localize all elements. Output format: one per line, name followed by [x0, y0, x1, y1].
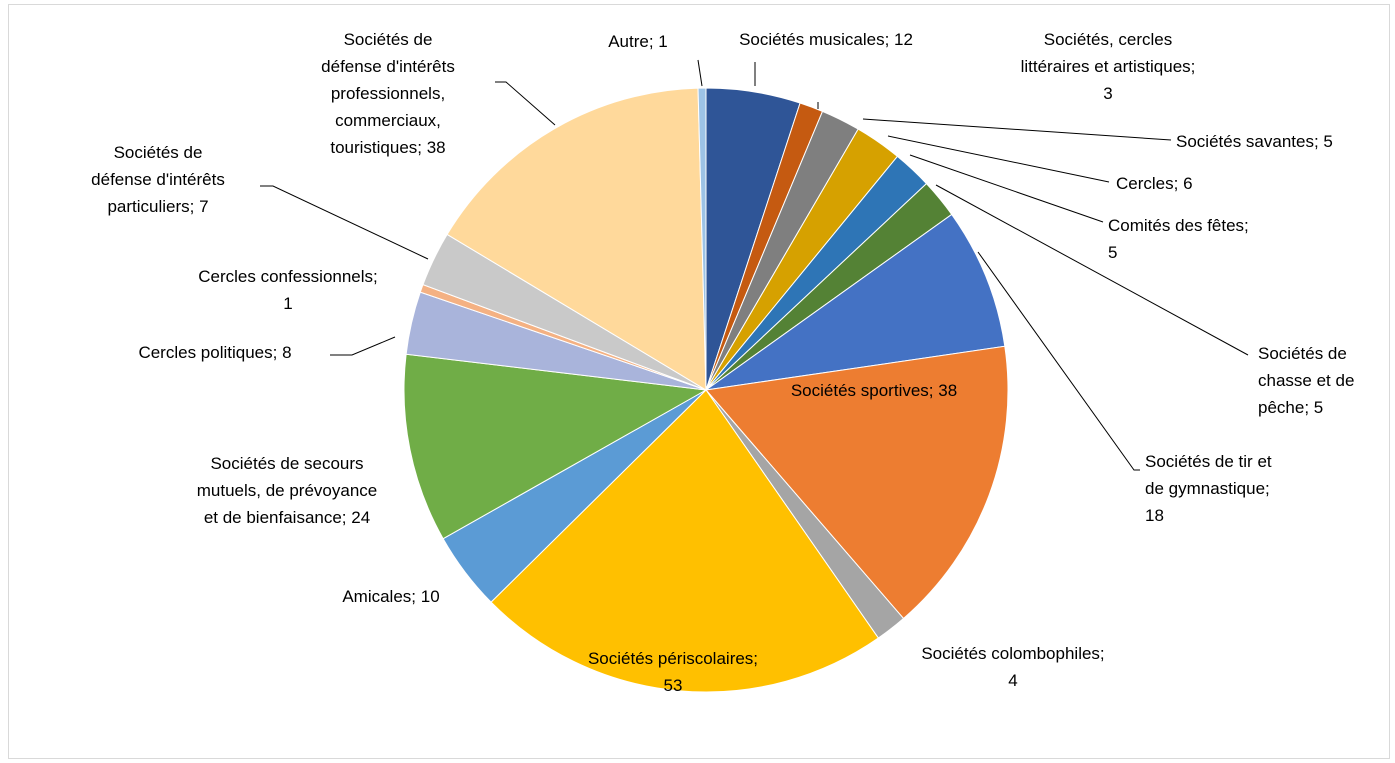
- data-label-line: Sociétés sportives; 38: [791, 381, 957, 400]
- data-label-line: Sociétés, cercles: [1044, 30, 1173, 49]
- data-label-line: de gymnastique;: [1145, 479, 1270, 498]
- leader-line-societes-de-tir-et-de-gymnastique: [977, 251, 1140, 471]
- data-label-cercles: Cercles; 6: [1116, 174, 1193, 193]
- pie-slice-societes-de-defense-d-interets-professionnels-commerciaux-touristiques: [446, 87, 707, 391]
- data-label-line: et de bienfaisance; 24: [204, 508, 370, 527]
- data-label-societes-de-chasse-et-de-peche: Sociétés de chasse et de pêche; 5: [1258, 344, 1354, 417]
- data-label-line: Comités des fêtes;: [1108, 216, 1249, 235]
- data-label-comites-des-fetes: Comités des fêtes; 5: [1108, 216, 1249, 262]
- data-label-line: Cercles politiques; 8: [138, 343, 291, 362]
- data-label-autre: Autre; 1: [608, 32, 668, 51]
- leader-line-societes-de-defense-d-interets-particuliers: [260, 185, 429, 260]
- data-label-line: littéraires et artistiques;: [1021, 57, 1196, 76]
- data-label-cercles-confessionnels: Cercles confessionnels; 1: [198, 267, 378, 313]
- pie-slices: [403, 87, 1009, 693]
- data-label-line: 3: [1103, 84, 1112, 103]
- leader-line-societes-savantes: [862, 118, 1172, 141]
- data-label-line: Sociétés savantes; 5: [1176, 132, 1333, 151]
- data-label-societes-musicales: Sociétés musicales; 12: [739, 30, 913, 49]
- data-label-line: 18: [1145, 506, 1164, 525]
- data-label-societes-cercles-litteraires-et-artistiques: Sociétés, cercles littéraires et artistiq…: [1021, 30, 1196, 103]
- data-label-line: touristiques; 38: [330, 138, 445, 157]
- data-label-societes-de-defense-d-interets-professionnels-commerciaux-touristiques: Sociétés de défense d'intérêts professionn…: [321, 30, 455, 157]
- data-label-amicales: Amicales; 10: [342, 587, 439, 606]
- data-label-line: Sociétés de: [1258, 344, 1347, 363]
- leader-line-cercles: [887, 135, 1110, 183]
- data-labels: Sociétés musicales; 12 Sociétés, cercles l…: [91, 30, 1354, 695]
- data-label-societes-sportives: Sociétés sportives; 38: [791, 381, 957, 400]
- data-label-societes-savantes: Sociétés savantes; 5: [1176, 132, 1333, 151]
- pie-slice-societes-de-tir-et-de-gymnastique: [705, 213, 1006, 391]
- data-label-line: 1: [283, 294, 292, 313]
- leader-line-societes-de-defense-d-interets-professionnels-commerciaux-touristiques: [495, 81, 556, 126]
- data-label-cercles-politiques: Cercles politiques; 8: [138, 343, 291, 362]
- data-label-line: Sociétés de tir et: [1145, 452, 1272, 471]
- data-label-line: particuliers; 7: [107, 197, 208, 216]
- data-label-line: Autre; 1: [608, 32, 668, 51]
- pie-slice-societes-sportives: [705, 345, 1009, 620]
- data-label-line: Sociétés de: [114, 143, 203, 162]
- pie-slice-autre: [697, 87, 707, 391]
- data-label-line: Sociétés colombophiles;: [921, 644, 1104, 663]
- data-label-line: 4: [1008, 671, 1017, 690]
- leader-lines: [260, 59, 1249, 471]
- data-label-line: défense d'intérêts: [91, 170, 225, 189]
- data-label-line: mutuels, de prévoyance: [197, 481, 378, 500]
- data-label-line: Cercles confessionnels;: [198, 267, 378, 286]
- data-label-line: Sociétés de secours: [210, 454, 363, 473]
- leader-line-cercles-politiques: [330, 336, 396, 356]
- pie-slice-societes-de-secours-mutuels-de-prevoyance-et-de-bienfaisance: [403, 353, 708, 540]
- data-label-line: Amicales; 10: [342, 587, 439, 606]
- pie-slice-societes-periscolaires: [490, 389, 880, 693]
- data-label-line: défense d'intérêts: [321, 57, 455, 76]
- data-label-line: professionnels,: [331, 84, 445, 103]
- data-label-line: Sociétés périscolaires;: [588, 649, 758, 668]
- data-label-line: pêche; 5: [1258, 398, 1323, 417]
- leader-line-comites-des-fetes: [909, 154, 1104, 223]
- data-label-line: Cercles; 6: [1116, 174, 1193, 193]
- data-label-societes-de-secours-mutuels-de-prevoyance-et-de-bienfaisance: Sociétés de secours mutuels, de prévoyanc…: [197, 454, 378, 527]
- data-label-societes-de-tir-et-de-gymnastique: Sociétés de tir et de gymnastique; 18: [1145, 452, 1272, 525]
- data-label-line: Sociétés de: [344, 30, 433, 49]
- data-label-societes-de-defense-d-interets-particuliers: Sociétés de défense d'intérêts particulier…: [91, 143, 225, 216]
- data-label-line: Sociétés musicales; 12: [739, 30, 913, 49]
- data-label-line: 5: [1108, 243, 1117, 262]
- leader-line-societes-de-chasse-et-de-peche: [935, 184, 1249, 356]
- data-label-line: 53: [664, 676, 683, 695]
- leader-line-autre: [697, 59, 703, 87]
- data-label-line: commerciaux,: [335, 111, 441, 130]
- data-label-line: chasse et de: [1258, 371, 1354, 390]
- data-label-societes-colombophiles: Sociétés colombophiles; 4: [921, 644, 1104, 690]
- data-label-societes-periscolaires: Sociétés périscolaires; 53: [588, 649, 758, 695]
